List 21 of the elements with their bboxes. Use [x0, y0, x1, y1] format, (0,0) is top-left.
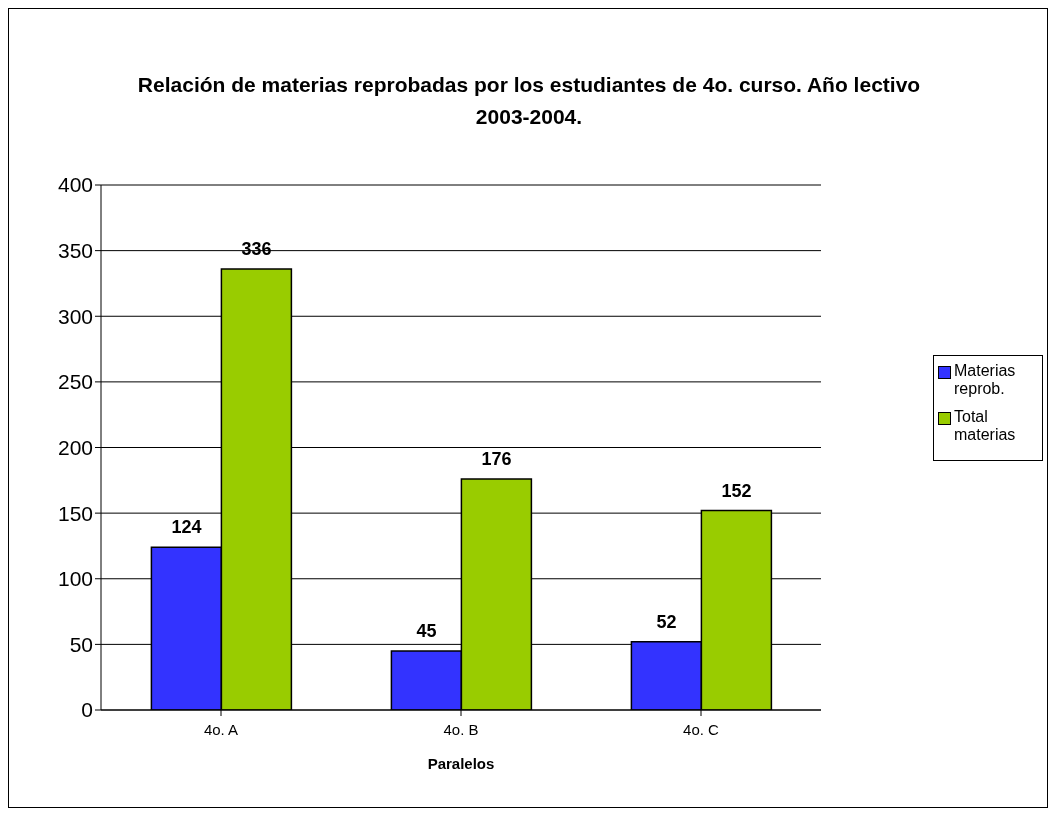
- legend-label: Materias reprob.: [954, 362, 1017, 398]
- x-tick-label: 4o. B: [443, 720, 479, 738]
- chart-title: Relación de materias reprobadas por los estudiantes de 4o. curso. Año lectivo 2003-2004.: [136, 72, 922, 130]
- legend-label: Total materias: [954, 408, 1017, 444]
- x-tick-label: 4o. A: [203, 720, 239, 738]
- y-tick-label: 400: [57, 173, 93, 197]
- y-tick-label: 50: [69, 632, 93, 656]
- y-tick-label: 150: [57, 501, 93, 525]
- x-tick-label: 4o. C: [683, 720, 720, 738]
- y-tick-label: 200: [57, 435, 93, 459]
- data-label: 124: [171, 517, 202, 538]
- x-axis-title: Paralelos: [427, 755, 495, 772]
- data-label: 52: [656, 611, 677, 632]
- data-label: 45: [416, 620, 437, 641]
- data-label: 152: [721, 480, 752, 501]
- y-tick-label: 300: [57, 304, 93, 328]
- y-tick-label: 250: [57, 370, 93, 394]
- data-label: 176: [481, 449, 512, 469]
- y-tick-label: 100: [57, 567, 93, 591]
- y-tick-label: 0: [81, 698, 93, 722]
- y-tick-label: 350: [57, 239, 93, 263]
